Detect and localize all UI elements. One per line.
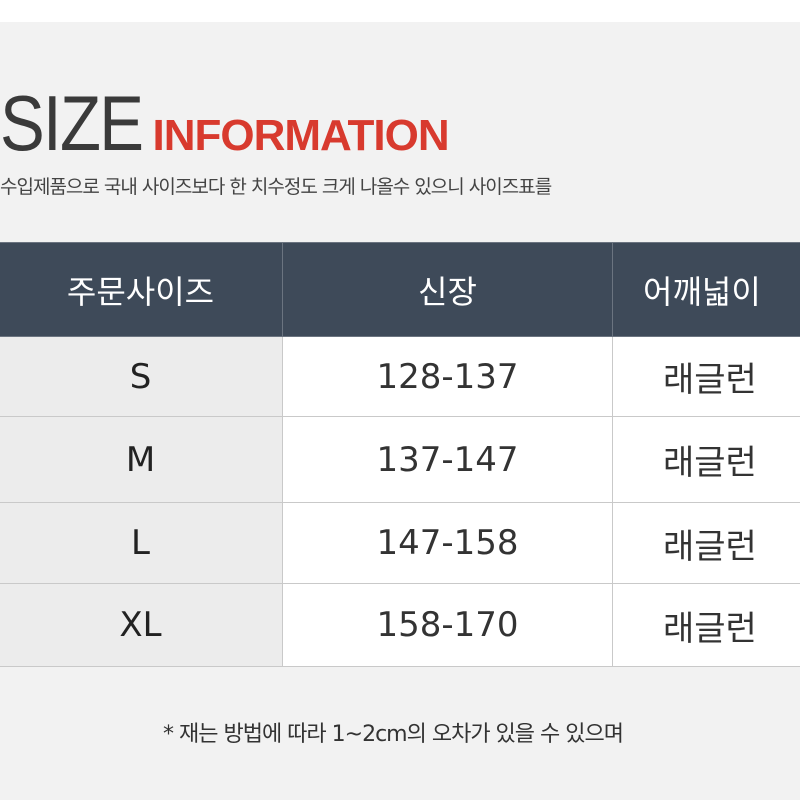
title: SIZE INFORMATION — [0, 78, 450, 169]
size-cell: XL — [0, 583, 283, 667]
footnote: * 재는 방법에 따라 1~2cm의 오차가 있을 수 있으며 — [163, 722, 624, 747]
table-cell: 137-147 — [282, 416, 613, 503]
header-row: 주문사이즈 신장 어깨넓이 — [0, 242, 800, 337]
top-bar — [0, 0, 800, 22]
table-cell: 래글런 — [612, 502, 800, 584]
size-cell: S — [0, 336, 283, 417]
column-header: 어깨넓이 — [612, 242, 800, 337]
column-header: 주문사이즈 — [0, 242, 283, 337]
size-table: 주문사이즈 신장 어깨넓이 S 128-137 래글런 M 137-147 래글런 L 147… — [0, 242, 800, 667]
table-row: M 137-147 래글런 — [0, 416, 800, 503]
table-row: L 147-158 래글런 — [0, 502, 800, 584]
table-cell: 128-137 — [282, 336, 613, 417]
size-cell: M — [0, 416, 283, 503]
table-cell: 래글런 — [612, 416, 800, 503]
title-main: SIZE — [0, 79, 144, 167]
table-cell: 래글런 — [612, 336, 800, 417]
column-header: 신장 — [282, 242, 613, 337]
table-row: S 128-137 래글런 — [0, 336, 800, 417]
table-cell: 158-170 — [282, 583, 613, 667]
subtitle: 수입제품으로 국내 사이즈보다 한 치수정도 크게 나올수 있으니 사이즈표를 — [0, 176, 552, 198]
table-row: XL 158-170 래글런 — [0, 583, 800, 667]
table-cell: 래글런 — [612, 583, 800, 667]
size-cell: L — [0, 502, 283, 584]
table-cell: 147-158 — [282, 502, 613, 584]
title-accent: INFORMATION — [152, 111, 449, 160]
